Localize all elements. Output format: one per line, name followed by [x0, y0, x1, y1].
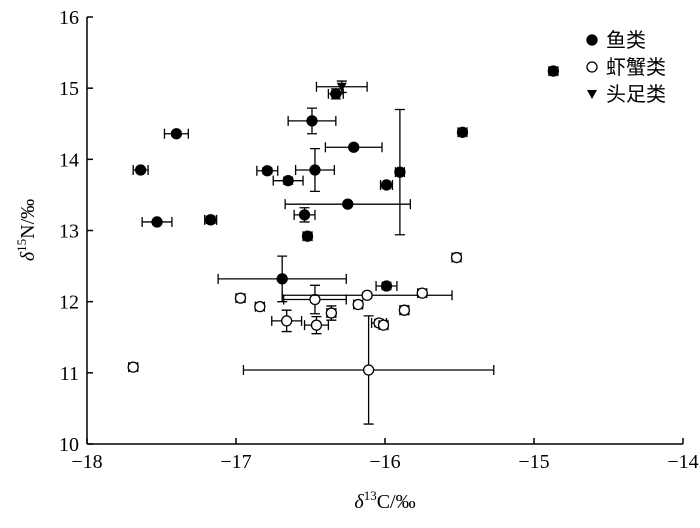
point [134, 164, 147, 176]
point [309, 164, 321, 176]
y-tick-label: 16 [59, 7, 79, 29]
y-axis-label: δ15N/‰ [14, 199, 39, 261]
point [380, 179, 393, 191]
point [282, 175, 294, 187]
point [394, 166, 406, 178]
point [306, 115, 318, 127]
y-tick-label: 14 [59, 149, 79, 171]
x-tick-label: −17 [220, 451, 251, 473]
y-label-superscript: 15 [14, 239, 29, 252]
point [547, 65, 560, 77]
point [151, 216, 163, 228]
x-tick-label: −15 [518, 451, 549, 473]
x-axis-label: δ13C/‰ [354, 488, 415, 513]
point [330, 88, 342, 100]
point [310, 319, 323, 331]
point [276, 273, 288, 285]
point [254, 300, 266, 313]
y-tick-label: 15 [59, 78, 79, 100]
point [456, 126, 469, 138]
x-label-superscript: 13 [364, 488, 377, 503]
point [127, 361, 139, 373]
x-tick-label: −18 [71, 451, 102, 473]
y-tick-label: 13 [59, 221, 79, 243]
point [362, 364, 375, 376]
y-tick-label: 10 [59, 434, 79, 456]
point [380, 280, 393, 292]
point [348, 141, 360, 153]
y-tick-label: 12 [59, 292, 79, 314]
legend-label: 头足类 [606, 83, 666, 106]
point [281, 315, 293, 327]
point [450, 251, 463, 264]
point [205, 214, 217, 226]
point [416, 287, 428, 299]
point [309, 293, 321, 306]
point [352, 298, 364, 311]
point [361, 289, 373, 301]
legend-label: 虾蟹类 [606, 56, 666, 79]
legend-marker [587, 90, 597, 99]
y-label-symbol: δ [17, 251, 39, 261]
point [301, 230, 314, 242]
point [261, 165, 273, 177]
y-label-text: N/‰ [17, 199, 39, 239]
x-label-symbol: δ [354, 491, 364, 513]
point [336, 82, 347, 92]
point [377, 319, 390, 331]
legend-marker [586, 34, 598, 46]
legend-marker [586, 61, 598, 73]
point [298, 209, 311, 221]
point [342, 198, 354, 210]
point [398, 304, 411, 316]
x-label-text: C/‰ [377, 491, 416, 513]
legend-label: 鱼类 [606, 29, 646, 52]
point [170, 128, 183, 140]
point [325, 307, 338, 319]
x-tick-label: −14 [667, 451, 698, 473]
x-tick-label: −16 [369, 451, 400, 473]
y-tick-label: 11 [60, 363, 79, 385]
point [234, 292, 247, 304]
